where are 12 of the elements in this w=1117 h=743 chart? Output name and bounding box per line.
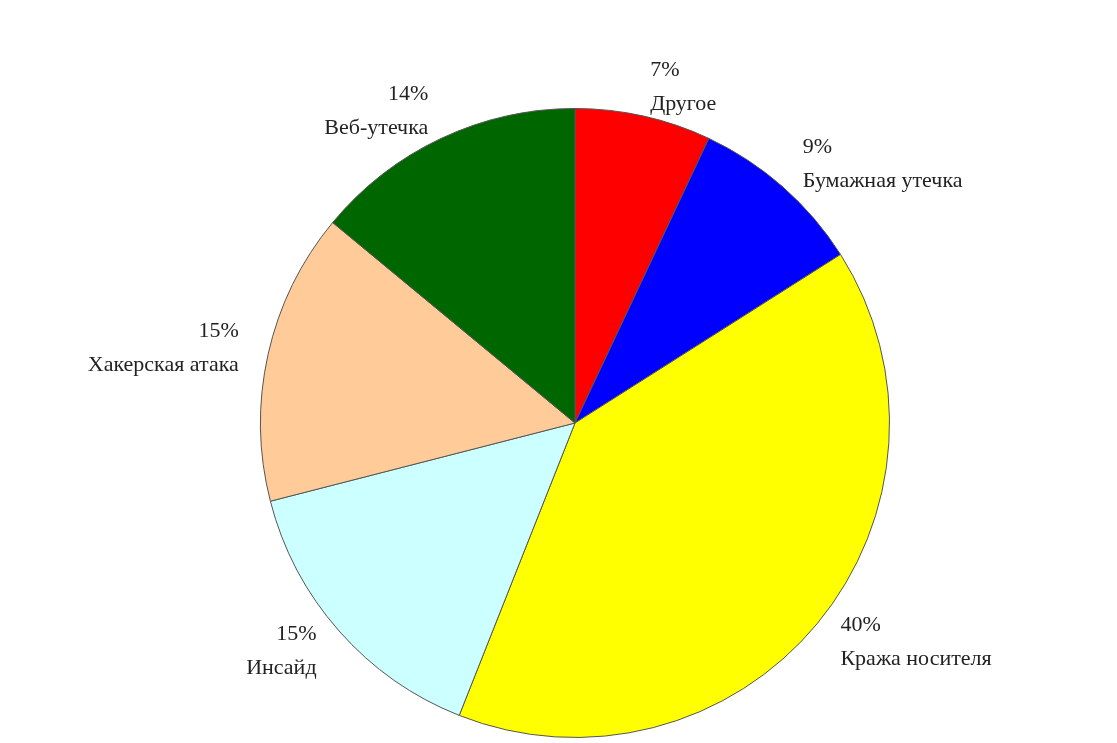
slice-label: Кража носителя [840,645,992,671]
data-label: 15% [276,619,317,645]
data-label: 14% [387,80,429,106]
data-label: 15% [198,316,239,342]
slice-label: Другое [650,89,717,115]
slice-label: Веб-утечка [324,114,429,140]
data-label: 40% [840,611,881,637]
slice-label: Хакерская атака [87,350,240,376]
data-label: 7% [650,55,680,81]
slice-label: Бумажная утечка [802,167,963,193]
data-label: 9% [802,133,833,159]
slice-label: Инсайд [246,653,317,679]
